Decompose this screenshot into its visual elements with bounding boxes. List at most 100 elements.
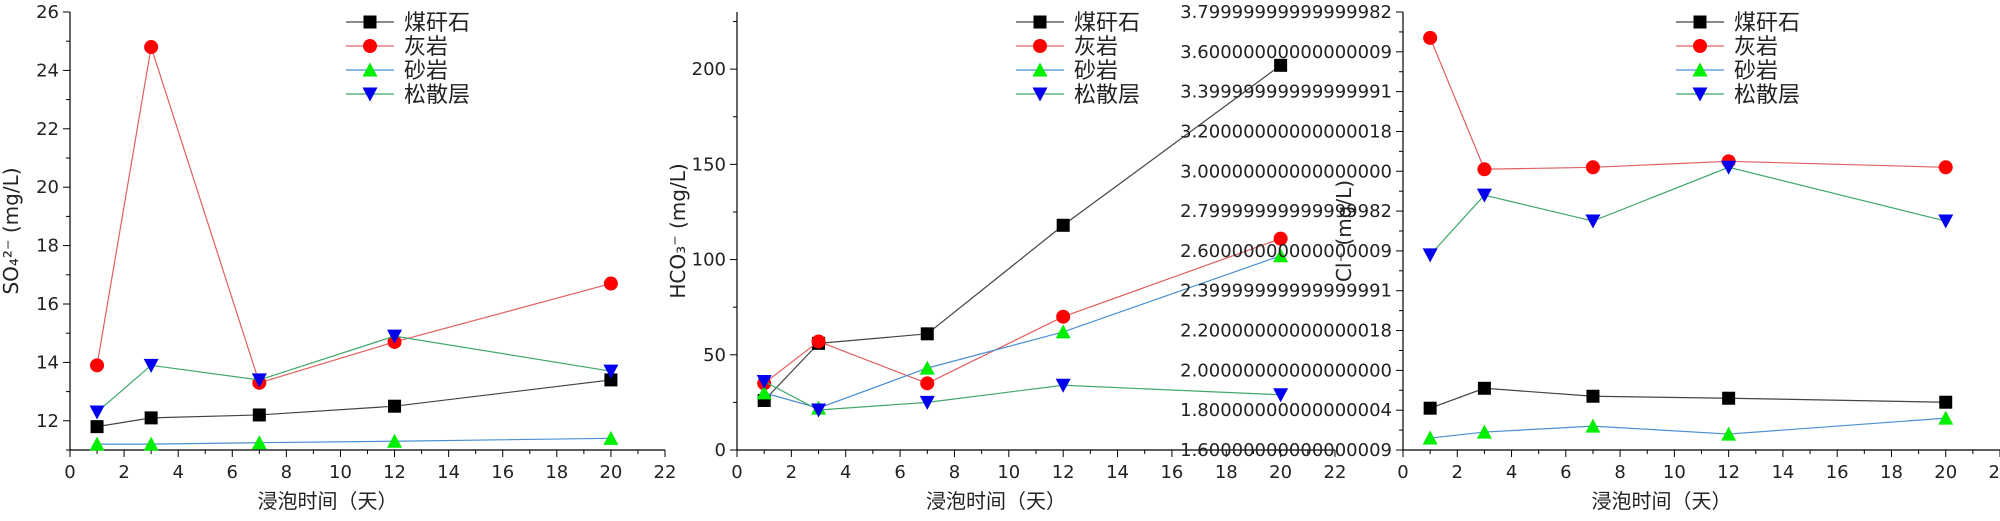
y-tick-label: 2.79999999999999982 [1180, 201, 1392, 222]
y-tick-label: 3.60000000000000009 [1180, 42, 1392, 63]
data-point [811, 334, 826, 349]
data-point [1722, 391, 1736, 405]
y-axis-title: HCO₃⁻ (mg/L) [666, 163, 690, 298]
x-tick-label: 6 [1560, 462, 1571, 483]
legend-label: 砂岩 [404, 59, 448, 84]
data-point [1939, 395, 1953, 409]
legend-label: 煤矸石 [1074, 11, 1140, 36]
data-point [1477, 381, 1491, 395]
legend-label: 砂岩 [1734, 59, 1778, 84]
data-point [1055, 378, 1071, 393]
data-point [919, 360, 935, 375]
data-point [89, 436, 105, 451]
data-point [603, 430, 619, 445]
y-tick-label: 1.60000000000000009 [1180, 440, 1392, 461]
x-tick-label: 10 [329, 462, 352, 483]
data-point [1422, 430, 1438, 445]
legend-marker [1692, 87, 1708, 102]
data-point [1586, 389, 1600, 403]
x-tick-label: 14 [1771, 462, 1794, 483]
y-tick-label: 1.80000000000000004 [1180, 400, 1392, 421]
y-tick-label: 100 [692, 250, 726, 271]
legend-marker [1692, 62, 1708, 77]
legend-marker [362, 62, 378, 77]
x-tick-label: 6 [227, 462, 238, 483]
y-tick-label: 3.79999999999999982 [1180, 2, 1392, 23]
data-point [603, 276, 618, 291]
y-tick-label: 16 [36, 294, 59, 315]
y-tick-label: 3.00000000000000000 [1180, 161, 1392, 182]
legend-marker [1693, 39, 1707, 53]
y-tick-label: 200 [692, 59, 726, 80]
x-axis-title: 浸泡时间（天） [926, 489, 1066, 513]
data-point [1422, 248, 1438, 263]
data-point [1477, 162, 1492, 177]
data-point [143, 436, 159, 451]
x-tick-label: 20 [599, 462, 622, 483]
x-tick-label: 18 [545, 462, 568, 483]
y-tick-label: 26 [36, 2, 59, 23]
series-line [1429, 166, 1946, 256]
legend-marker [1033, 15, 1047, 29]
legend-label: 砂岩 [1074, 59, 1118, 84]
data-point [811, 403, 827, 418]
legend-label: 松散层 [404, 83, 470, 108]
data-point [1938, 160, 1953, 175]
data-point [756, 374, 772, 389]
x-axis-title: 浸泡时间（天） [258, 489, 398, 513]
y-tick-label: 14 [36, 352, 59, 373]
y-tick-label: 0 [715, 440, 726, 461]
data-point [387, 433, 403, 448]
data-point [1055, 324, 1071, 339]
y-tick-label: 24 [36, 60, 59, 81]
legend-label: 煤矸石 [1734, 11, 1800, 36]
series-line [1429, 387, 1946, 409]
x-tick-label: 0 [64, 462, 75, 483]
data-point [1273, 388, 1289, 403]
data-point [144, 411, 158, 425]
data-point [1721, 160, 1737, 175]
y-axis-title: Cl⁻ (mg/L) [1332, 180, 1356, 282]
data-point [90, 420, 104, 434]
series-line [96, 379, 611, 428]
x-tick-label: 14 [437, 462, 460, 483]
y-tick-label: 2.00000000000000000 [1180, 360, 1392, 381]
x-tick-label: 20 [1269, 462, 1292, 483]
y-tick-label: 2.20000000000000018 [1180, 321, 1392, 342]
legend-marker [363, 15, 377, 29]
data-point [1938, 410, 1954, 425]
y-axis-title: SO₄²⁻ (mg/L) [0, 167, 23, 294]
y-tick-label: 3.39999999999999991 [1180, 82, 1392, 103]
data-point [756, 385, 772, 400]
data-point [1585, 214, 1601, 229]
x-tick-label: 8 [1614, 462, 1625, 483]
data-point [90, 358, 105, 373]
x-tick-label: 8 [949, 462, 960, 483]
legend-label: 松散层 [1734, 83, 1800, 108]
series-line [97, 437, 611, 445]
x-axis-title: 浸泡时间（天） [1592, 489, 1732, 513]
data-point [143, 358, 159, 373]
data-point [1423, 401, 1437, 415]
x-tick-label: 22 [1989, 462, 2000, 483]
legend-marker [1033, 39, 1047, 53]
legend-label: 灰岩 [1074, 35, 1118, 60]
x-tick-label: 12 [1052, 462, 1075, 483]
data-point [919, 395, 935, 410]
data-point [1938, 214, 1954, 229]
y-tick-label: 22 [36, 119, 59, 140]
data-point [603, 364, 619, 379]
legend-label: 煤矸石 [404, 11, 470, 36]
data-point [1476, 424, 1492, 439]
x-tick-label: 4 [840, 462, 851, 483]
x-tick-label: 0 [1397, 462, 1408, 483]
data-point [1273, 248, 1289, 263]
legend-marker [1693, 15, 1707, 29]
data-point [387, 329, 403, 344]
x-tick-label: 10 [997, 462, 1020, 483]
legend-label: 灰岩 [404, 35, 448, 60]
x-tick-label: 20 [1934, 462, 1957, 483]
y-tick-label: 50 [703, 345, 726, 366]
y-tick-label: 3.20000000000000018 [1180, 121, 1392, 142]
